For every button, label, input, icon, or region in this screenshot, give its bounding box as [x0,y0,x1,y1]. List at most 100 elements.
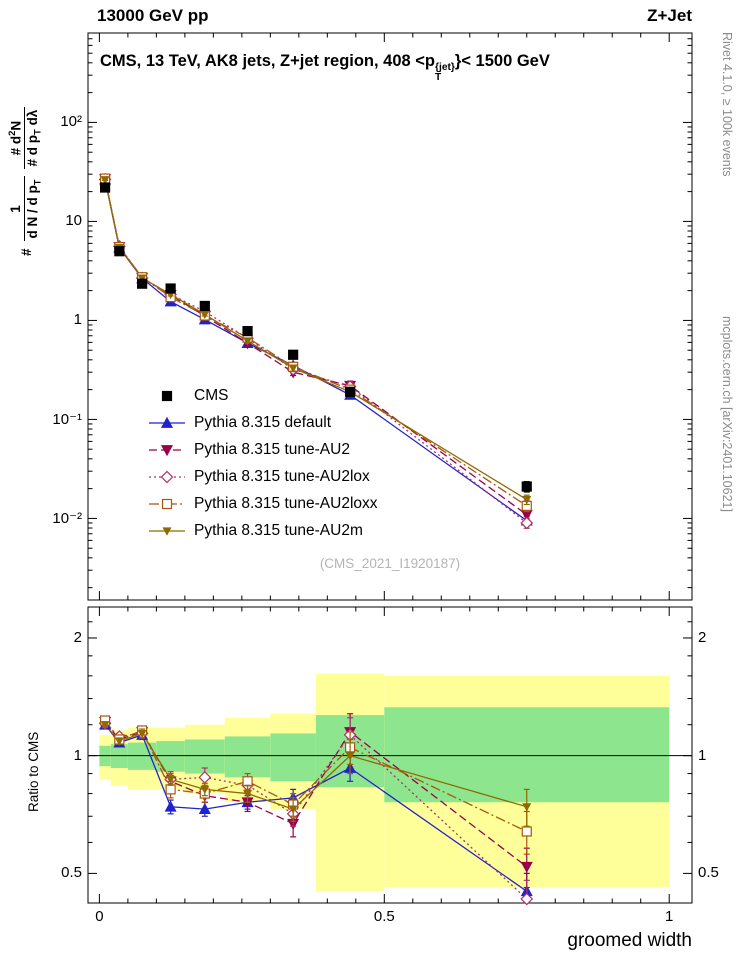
data-point-marker [198,802,211,814]
data-point-marker [137,278,148,289]
legend-label: Pythia 8.315 tune-AU2m [194,521,363,539]
tick-label: 1 [665,908,674,925]
green-uncertainty-band [156,741,185,772]
tick-label: 0 [95,908,104,925]
legend-label: Pythia 8.315 tune-AU2 [194,440,350,458]
legend-item: Pythia 8.315 tune-AU2m [148,517,378,544]
data-point-marker [165,283,176,294]
frac1-den-sub: T [32,179,44,186]
legend-label: CMS [194,386,229,404]
legend-marker-icon [149,416,185,428]
data-point-marker [166,775,176,785]
tick-label: 10 [65,212,82,230]
legend: CMS Pythia 8.315 default Pythia 8.315 tune… [148,382,378,544]
data-point-marker [520,861,533,873]
data-point-marker [100,721,110,730]
mcplots-arxiv-note: mcplots.cern.ch [arXiv:2401.10621] [720,316,734,512]
data-point-marker [160,444,174,456]
plot-title: CMS, 13 TeV, AK8 jets, Z+jet region, 408… [100,52,550,83]
legend-label: Pythia 8.315 tune-AU2loxx [194,494,378,512]
data-point-marker [164,800,177,812]
data-point-marker [522,496,532,505]
legend-marker-icon [149,444,185,456]
data-point-marker [520,516,534,530]
tick-label: 10⁻² [52,510,82,528]
frac1-denominator: d N / d pT [23,176,45,242]
legend-item: Pythia 8.315 tune-AU2lox [148,463,378,490]
rivet-version-note: Rivet 4.1.0, ≥ 100k events [720,32,734,177]
legend-label: Pythia 8.315 default [194,413,332,431]
data-point-marker [137,274,147,283]
plot-title-sub: T [435,71,442,83]
green-uncertainty-band [127,742,157,770]
tick-label: 2 [698,628,707,646]
y-axis-title-hash: # [18,248,34,256]
data-point-marker [288,349,299,360]
data-point-marker [288,364,298,373]
legend-marker-icon [149,526,185,536]
green-uncertainty-band [384,707,670,803]
plot-title-tail: }< 1500 GeV [454,52,550,70]
data-point-marker [288,805,298,814]
data-point-marker [199,300,210,312]
legend-marker-icon [161,390,173,401]
data-point-marker [345,386,356,397]
frac2-den-text: # d p [25,134,41,167]
tick-label: 0.5 [698,864,719,882]
tick-label: 1 [698,746,707,764]
data-point-marker [161,390,173,401]
frac2-num-sup: 2 [7,130,18,136]
data-point-marker [137,729,147,739]
beam-energy-label: 13000 GeV pp [97,6,209,25]
analysis-id-watermark: (CMS_2021_I1920187) [319,556,461,571]
legend-item: CMS [148,382,378,409]
green-uncertainty-band [270,733,316,782]
data-point-marker [162,526,172,536]
plot-title-sup: {jet} [435,61,455,73]
legend-label: Pythia 8.315 tune-AU2lox [194,467,370,485]
y-axis-title-frac1: 1 d N / d pT [8,176,45,242]
tick-label: 2 [73,628,82,646]
data-point-marker [520,892,534,906]
legend-marker-icon [149,470,185,483]
data-point-marker [100,176,110,185]
data-point-marker [242,326,253,337]
data-point-marker [522,803,532,812]
data-point-marker [160,416,174,428]
tick-label: 1 [73,311,82,329]
data-point-marker [161,498,173,509]
x-axis-title: groomed width [567,930,692,951]
data-point-marker [200,310,210,320]
legend-item: Pythia 8.315 tune-AU2 [148,436,378,463]
green-uncertainty-band [224,736,271,778]
data-point-marker [243,789,253,799]
process-label: Z+Jet [647,6,692,25]
data-point-marker [521,481,532,492]
data-point-marker [99,182,111,193]
frac2-num-text: # d [8,135,24,156]
top-panel-frame [87,32,693,601]
data-point-marker [200,785,210,795]
legend-marker-icon [149,498,185,509]
data-point-marker [160,470,174,483]
data-point-marker [243,337,253,346]
legend-item: Pythia 8.315 tune-AU2loxx [148,490,378,517]
data-point-marker [242,776,253,787]
data-point-marker [521,826,532,837]
tick-label: 1 [73,746,82,764]
data-point-marker [345,752,355,761]
legend-item: Pythia 8.315 default [148,409,378,436]
tick-label: 0.5 [373,908,395,925]
data-point-marker [114,737,124,746]
data-point-marker [114,246,125,257]
ratio-panel-frame [87,606,693,904]
plot-title-main: CMS, 13 TeV, AK8 jets, Z+jet region, 408… [100,52,436,70]
tick-label: 10² [60,113,82,131]
tick-label: 0.5 [61,864,82,882]
plot-title-supsub: {jet} T [435,61,455,83]
data-point-marker [165,784,176,795]
tick-label: 10⁻¹ [52,411,82,429]
